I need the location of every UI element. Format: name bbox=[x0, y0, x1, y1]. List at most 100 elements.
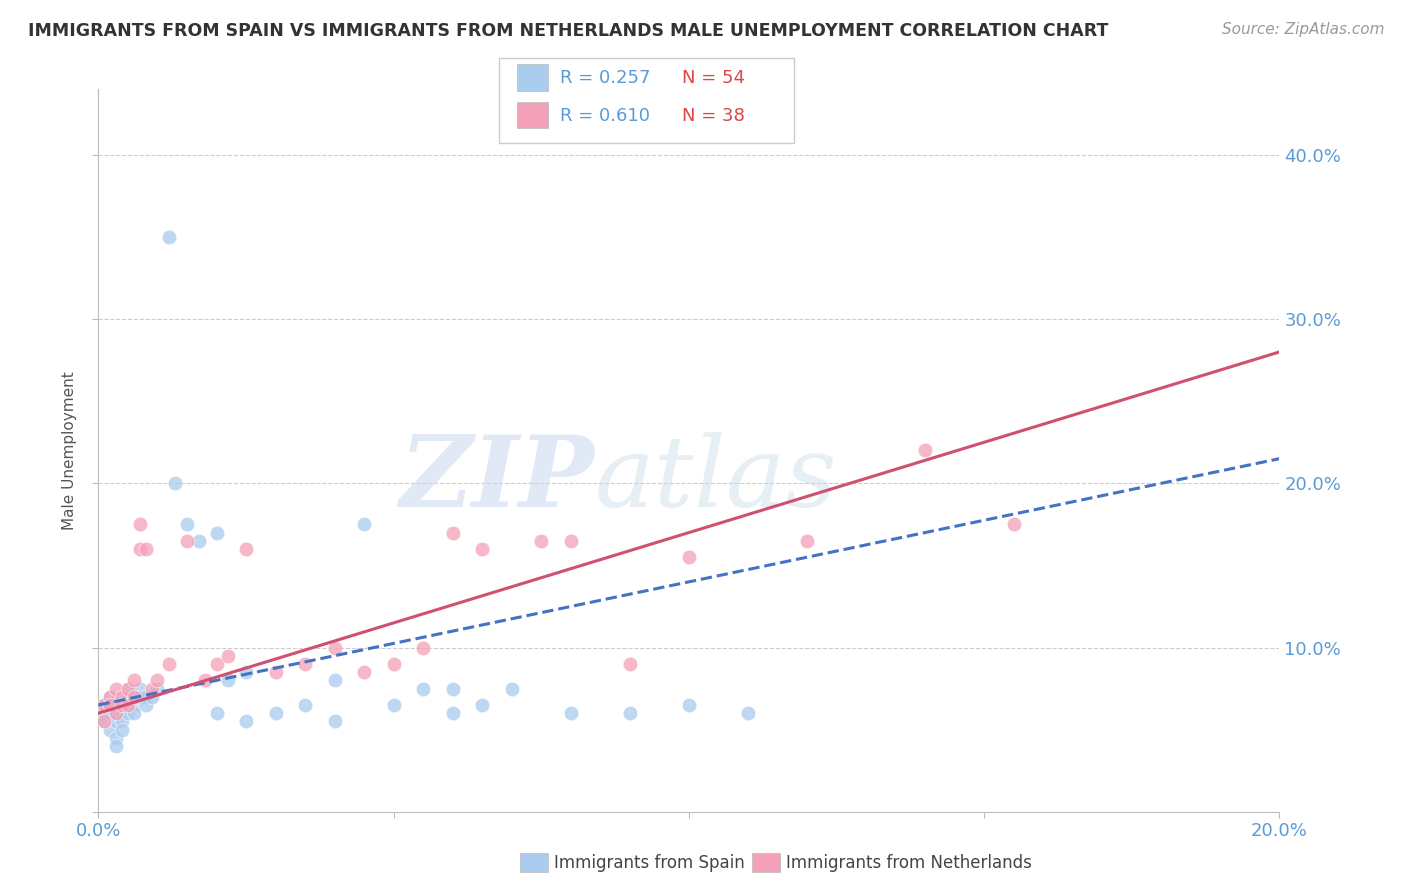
Point bbox=[128, 517, 150, 532]
Point bbox=[235, 541, 257, 556]
Point bbox=[441, 681, 464, 696]
Point bbox=[205, 657, 228, 671]
Point bbox=[98, 698, 121, 712]
Point bbox=[914, 443, 936, 458]
Point bbox=[135, 690, 157, 704]
Point bbox=[205, 525, 228, 540]
Point bbox=[117, 690, 139, 704]
Point bbox=[382, 657, 405, 671]
Point bbox=[560, 533, 582, 548]
Point bbox=[128, 541, 150, 556]
Point bbox=[382, 698, 405, 712]
Point bbox=[98, 723, 121, 737]
Point bbox=[176, 517, 198, 532]
Point bbox=[264, 665, 287, 680]
Point bbox=[141, 681, 163, 696]
Point bbox=[135, 698, 157, 712]
Point bbox=[93, 698, 115, 712]
Point bbox=[353, 665, 375, 680]
Point bbox=[619, 706, 641, 721]
Point bbox=[105, 698, 128, 712]
Point bbox=[619, 657, 641, 671]
Point bbox=[157, 230, 180, 244]
Point bbox=[111, 723, 134, 737]
Point bbox=[217, 648, 239, 663]
Point bbox=[471, 698, 494, 712]
Point bbox=[471, 541, 494, 556]
Point bbox=[117, 698, 139, 712]
Text: atlas: atlas bbox=[595, 432, 837, 527]
Point bbox=[105, 731, 128, 745]
Point bbox=[122, 690, 145, 704]
Point bbox=[111, 698, 134, 712]
Point bbox=[122, 690, 145, 704]
Point bbox=[796, 533, 818, 548]
Y-axis label: Male Unemployment: Male Unemployment bbox=[62, 371, 77, 530]
Point bbox=[105, 739, 128, 753]
Point bbox=[501, 681, 523, 696]
Point bbox=[111, 698, 134, 712]
Point bbox=[117, 681, 139, 696]
Point bbox=[412, 681, 434, 696]
Point bbox=[678, 550, 700, 565]
Point bbox=[135, 541, 157, 556]
Point bbox=[128, 690, 150, 704]
Text: Immigrants from Netherlands: Immigrants from Netherlands bbox=[786, 854, 1032, 871]
Point bbox=[111, 690, 134, 704]
Point bbox=[117, 698, 139, 712]
Text: R = 0.610: R = 0.610 bbox=[560, 107, 650, 125]
Text: IMMIGRANTS FROM SPAIN VS IMMIGRANTS FROM NETHERLANDS MALE UNEMPLOYMENT CORRELATI: IMMIGRANTS FROM SPAIN VS IMMIGRANTS FROM… bbox=[28, 22, 1108, 40]
Point bbox=[93, 714, 115, 729]
Point bbox=[165, 476, 187, 491]
Point bbox=[122, 673, 145, 688]
Point bbox=[117, 681, 139, 696]
Text: N = 38: N = 38 bbox=[682, 107, 745, 125]
Point bbox=[530, 533, 553, 548]
Point bbox=[737, 706, 759, 721]
Point bbox=[105, 706, 128, 721]
Point bbox=[560, 706, 582, 721]
Text: R = 0.257: R = 0.257 bbox=[560, 70, 650, 87]
Point bbox=[98, 706, 121, 721]
Point bbox=[1002, 517, 1025, 532]
Point bbox=[353, 517, 375, 532]
Point bbox=[98, 690, 121, 704]
Point bbox=[122, 706, 145, 721]
Text: ZIP: ZIP bbox=[399, 431, 595, 527]
Point bbox=[217, 673, 239, 688]
Point bbox=[93, 714, 115, 729]
Point bbox=[93, 706, 115, 721]
Point bbox=[111, 714, 134, 729]
Point bbox=[146, 673, 169, 688]
Point bbox=[323, 673, 346, 688]
Text: N = 54: N = 54 bbox=[682, 70, 745, 87]
Point bbox=[105, 681, 128, 696]
Point bbox=[111, 706, 134, 721]
Point bbox=[105, 706, 128, 721]
Text: Source: ZipAtlas.com: Source: ZipAtlas.com bbox=[1222, 22, 1385, 37]
Point bbox=[235, 714, 257, 729]
Point bbox=[187, 533, 209, 548]
Point bbox=[678, 698, 700, 712]
Point bbox=[441, 706, 464, 721]
Point bbox=[122, 698, 145, 712]
Point bbox=[323, 714, 346, 729]
Point bbox=[323, 640, 346, 655]
Point bbox=[176, 533, 198, 548]
Text: Immigrants from Spain: Immigrants from Spain bbox=[554, 854, 745, 871]
Point bbox=[128, 681, 150, 696]
Point bbox=[235, 665, 257, 680]
Point bbox=[146, 681, 169, 696]
Point bbox=[111, 690, 134, 704]
Point bbox=[294, 698, 316, 712]
Point bbox=[157, 657, 180, 671]
Point bbox=[117, 706, 139, 721]
Point bbox=[205, 706, 228, 721]
Point bbox=[412, 640, 434, 655]
Point bbox=[98, 690, 121, 704]
Point bbox=[93, 698, 115, 712]
Point bbox=[98, 698, 121, 712]
Point bbox=[141, 690, 163, 704]
Point bbox=[441, 525, 464, 540]
Point bbox=[105, 714, 128, 729]
